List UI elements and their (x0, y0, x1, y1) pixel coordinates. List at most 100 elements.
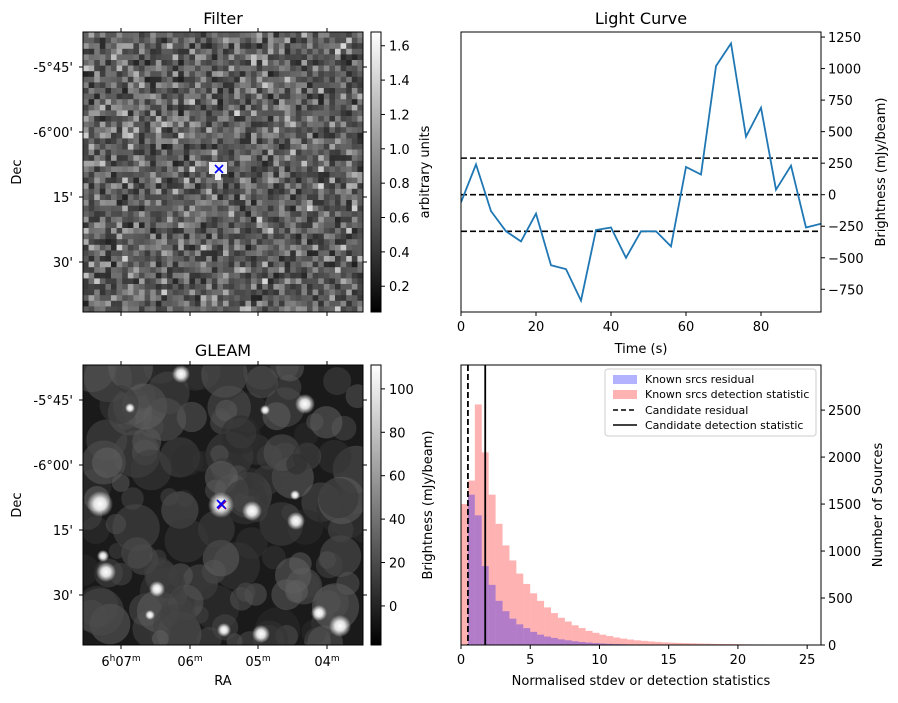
legend-label-detection: Known srcs detection statistic (645, 388, 809, 401)
legend-label-residual: Known srcs residual (645, 373, 754, 386)
histogram-bar (475, 515, 482, 645)
histogram-bar (551, 638, 558, 645)
y-tick-label: −250 (828, 220, 864, 235)
histogram-bar (496, 601, 503, 645)
y-tick-label: 2000 (828, 451, 861, 466)
gleam-source (311, 605, 327, 621)
legend-swatch-residual (613, 375, 637, 384)
lightcurve-xlabel: Time (s) (614, 342, 668, 357)
y-tick-label: 750 (828, 94, 853, 109)
gleam-ylabel: Dec (10, 492, 25, 517)
filter-colorbar-axis: 0.20.40.60.81.01.21.41.6 (381, 40, 410, 295)
histogram-bar (509, 619, 516, 645)
lightcurve-ylabel: Brightness (mJy/beam) (874, 98, 889, 247)
histogram-bar (572, 641, 579, 645)
gleam-source (96, 562, 116, 582)
histogram-bar (641, 641, 648, 645)
y-tick-label: 500 (828, 126, 853, 141)
histogram-bar (468, 495, 475, 645)
legend-label-candidate-detection: Candidate detection statistic (645, 419, 803, 432)
legend-swatch-detection (613, 390, 637, 399)
histogram-bar (565, 640, 572, 645)
histogram-bar (558, 639, 565, 645)
y-tick-label: 1500 (828, 498, 861, 513)
x-tick-label: 60 (678, 320, 695, 335)
x-tick-label: 5 (526, 653, 534, 668)
x-tick-label: 20 (528, 320, 545, 335)
histogram-bar (523, 628, 530, 645)
y-tick-label: 2500 (828, 404, 861, 419)
y-tick-label: 1000 (828, 545, 861, 560)
filter-colorbar (371, 32, 381, 312)
y-tick-label: 0 (828, 639, 836, 654)
gleam-source (295, 394, 315, 414)
gleam-xlabel: RA (214, 674, 232, 689)
x-tick-label: 20 (730, 653, 747, 668)
y-tick-label: -6°00' (33, 459, 73, 474)
y-tick-label: −500 (828, 252, 864, 267)
gleam-source (287, 512, 305, 530)
histogram-bar (648, 641, 655, 645)
colorbar-tick-label: 1.6 (389, 40, 410, 55)
colorbar-tick-label: 0.2 (389, 280, 410, 295)
filter-panel: Filter -5°45'-6°00'15'30' Dec 0.20.40.60… (10, 9, 433, 316)
gleam-source (87, 491, 113, 517)
colorbar-tick-label: 80 (389, 426, 406, 441)
histogram-xlabel: Normalised stdev or detection statistics (512, 674, 771, 689)
gleam-source (125, 403, 135, 413)
colorbar-tick-label: 1.2 (389, 108, 410, 123)
lightcurve-title: Light Curve (595, 9, 687, 28)
histogram-bar (489, 585, 496, 645)
histogram-bar (620, 639, 627, 645)
x-tick-label: 15 (660, 653, 677, 668)
histogram-bar (544, 637, 551, 645)
y-tick-label: 30' (53, 589, 73, 604)
y-tick-label: −750 (828, 283, 864, 298)
histogram-bar (627, 640, 634, 645)
gleam-source (252, 625, 270, 643)
colorbar-tick-label: 20 (389, 557, 406, 572)
ra-tick-label: 6h07m (101, 654, 140, 670)
histogram-bars (461, 404, 814, 645)
gleam-source (149, 581, 165, 597)
y-tick-label: 0 (828, 189, 836, 204)
histogram-bar (613, 637, 620, 645)
y-tick-label: 250 (828, 157, 853, 172)
gleam-source (329, 615, 351, 637)
histogram-legend: Known srcs residual Known srcs detection… (605, 369, 816, 436)
histogram-bar (461, 504, 468, 645)
gleam-source (242, 501, 262, 521)
gleam-source (217, 623, 231, 637)
y-tick-label: 15' (53, 524, 73, 539)
filter-colorbar-label: arbitrary units (418, 125, 433, 218)
histogram-ylabel: Number of Sources (871, 443, 886, 568)
histogram-bar (503, 611, 510, 645)
x-tick-label: 0 (457, 653, 465, 668)
legend-label-candidate-residual: Candidate residual (645, 404, 748, 417)
histogram-bar (634, 640, 641, 645)
y-tick-label: -5°45' (33, 61, 73, 76)
lightcurve-series (461, 43, 821, 300)
ra-tick-label: 04m (314, 654, 339, 670)
lightcurve-frame (461, 32, 821, 312)
colorbar-tick-label: 40 (389, 513, 406, 528)
gleam-source (145, 610, 155, 620)
x-tick-label: 10 (591, 653, 608, 668)
x-tick-label: 40 (603, 320, 620, 335)
y-tick-label: 15' (53, 191, 73, 206)
colorbar-tick-label: 1.4 (389, 74, 410, 89)
gleam-source (260, 405, 270, 415)
y-tick-label: -5°45' (33, 394, 73, 409)
gleam-source (97, 550, 109, 562)
lightcurve-threshold-lines (461, 158, 821, 231)
colorbar-tick-label: 60 (389, 470, 406, 485)
